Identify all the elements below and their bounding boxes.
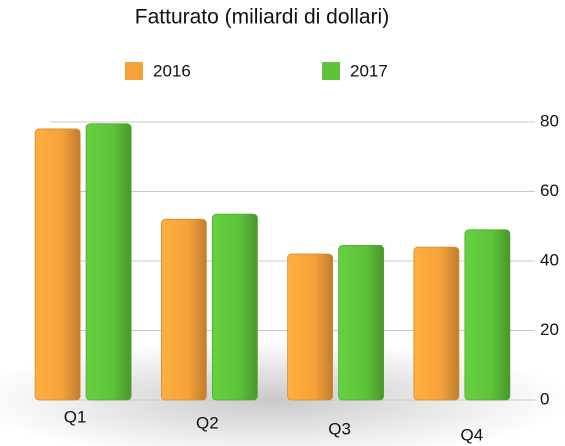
bar xyxy=(287,253,334,401)
y-tick-label: 40 xyxy=(540,250,559,269)
legend-swatch xyxy=(125,62,143,80)
y-tick-label: 60 xyxy=(540,181,559,200)
bar xyxy=(464,229,511,401)
x-tick-label: Q1 xyxy=(64,407,87,426)
legend-label: 2017 xyxy=(350,61,388,80)
y-tick-label: 80 xyxy=(540,111,559,130)
y-tick-label: 0 xyxy=(540,389,549,408)
bar xyxy=(34,128,81,401)
x-tick-label: Q3 xyxy=(328,419,351,438)
bar xyxy=(160,218,207,401)
bar xyxy=(338,244,385,401)
y-tick-label: 20 xyxy=(540,320,559,339)
bar xyxy=(211,213,258,401)
bar xyxy=(413,246,460,401)
x-tick-label: Q4 xyxy=(461,425,484,444)
chart-title: Fatturato (miliardi di dollari) xyxy=(135,6,389,29)
legend-swatch xyxy=(322,62,340,80)
legend-label: 2016 xyxy=(153,61,191,80)
x-tick-label: Q2 xyxy=(196,413,219,432)
bar xyxy=(85,123,132,401)
